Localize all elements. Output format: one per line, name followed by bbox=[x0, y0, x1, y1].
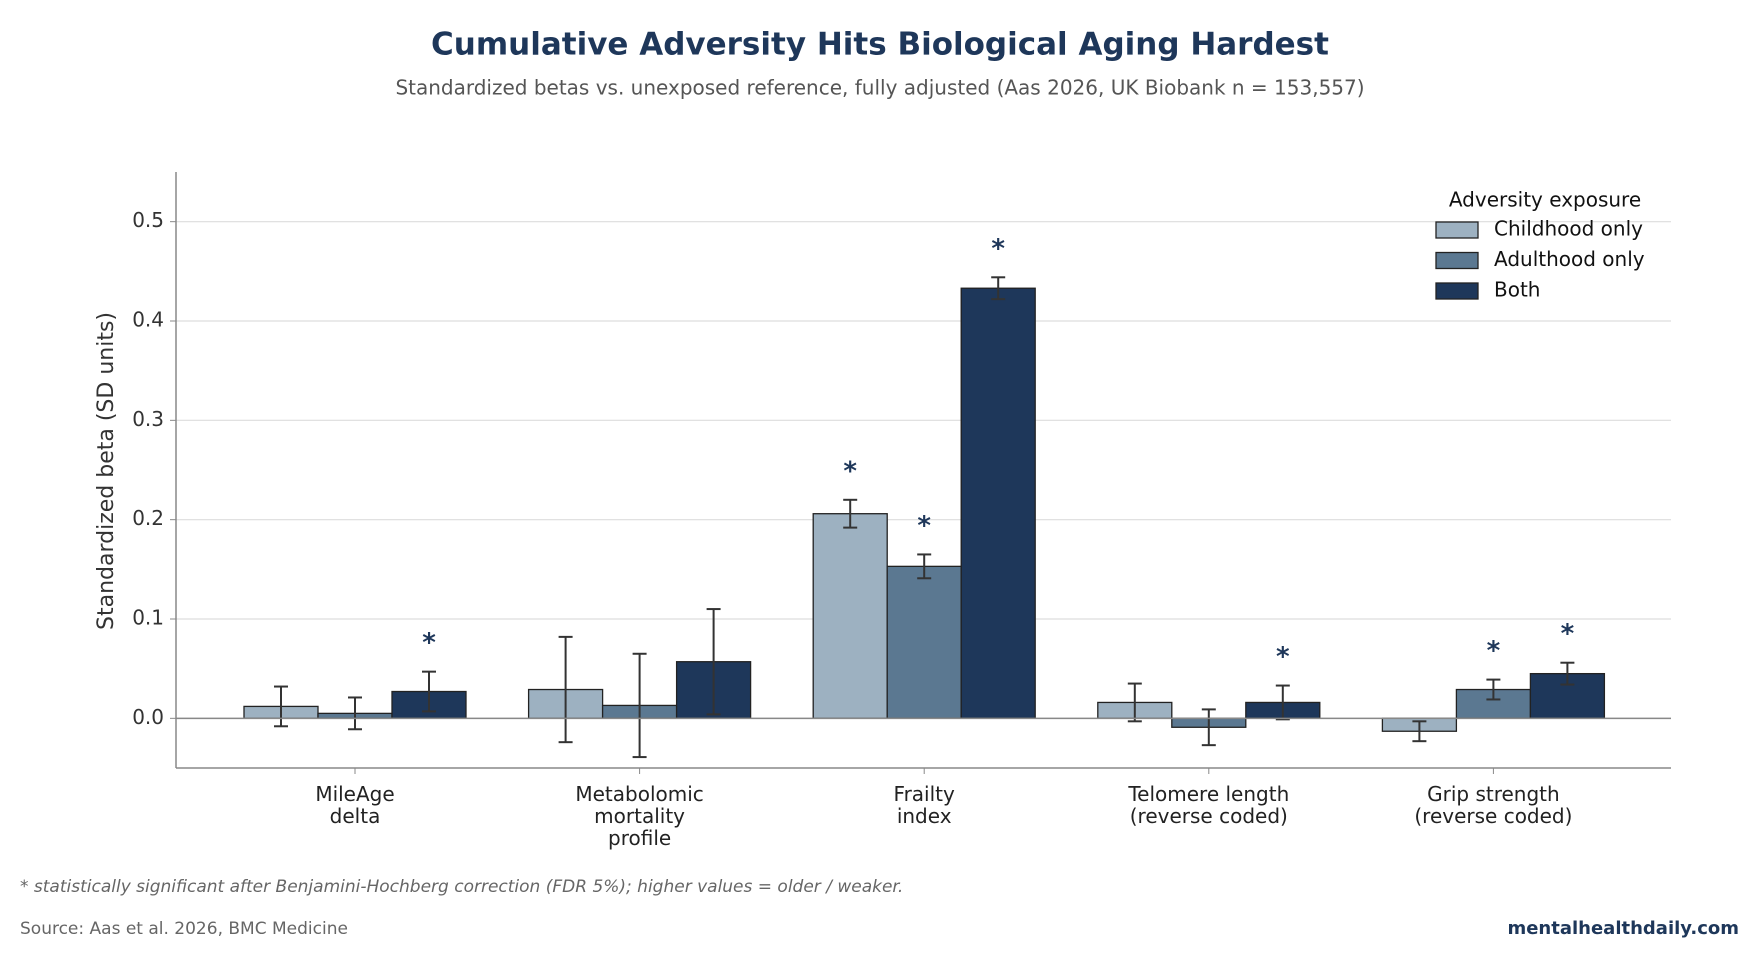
bar bbox=[812, 513, 888, 719]
y-tick-label: 0.1 bbox=[132, 606, 164, 630]
x-tick-label: Telomere length (reverse coded) bbox=[1127, 782, 1289, 828]
x-tick-label: MileAge delta bbox=[315, 782, 394, 828]
legend-title: Adversity exposure bbox=[1449, 188, 1641, 212]
legend-swatch bbox=[1435, 251, 1479, 270]
y-tick-label: 0.3 bbox=[132, 407, 164, 431]
chart-title: Cumulative Adversity Hits Biological Agi… bbox=[431, 27, 1329, 63]
y-tick-label: 0.5 bbox=[132, 208, 164, 232]
legend-swatch bbox=[1435, 221, 1479, 239]
significance-marker: * bbox=[1276, 642, 1290, 672]
legend-label: Both bbox=[1494, 278, 1540, 302]
source: Source: Aas et al. 2026, BMC Medicine bbox=[20, 919, 348, 939]
x-tick-label: Frailty index bbox=[894, 782, 955, 828]
significance-marker: * bbox=[917, 511, 931, 541]
footnote: * statistically significant after Benjam… bbox=[20, 877, 903, 897]
legend-swatch bbox=[1435, 282, 1479, 300]
bar bbox=[960, 287, 1036, 719]
x-tick-label: Metabolomic mortality profile bbox=[575, 782, 703, 850]
y-axis-label: Standardized beta (SD units) bbox=[94, 312, 119, 630]
x-tick-label: Grip strength (reverse coded) bbox=[1414, 782, 1572, 828]
brand: mentalhealthdaily.com bbox=[1507, 918, 1739, 939]
significance-marker: * bbox=[991, 234, 1005, 264]
y-tick-label: 0.4 bbox=[132, 308, 164, 332]
legend-label: Childhood only bbox=[1494, 217, 1643, 241]
significance-marker: * bbox=[1487, 636, 1501, 666]
significance-marker: * bbox=[422, 628, 436, 658]
significance-marker: * bbox=[843, 456, 857, 486]
legend-label: Adulthood only bbox=[1494, 247, 1645, 271]
bar bbox=[886, 565, 962, 719]
chart-subtitle: Standardized betas vs. unexposed referen… bbox=[395, 76, 1364, 100]
significance-marker: * bbox=[1561, 619, 1575, 649]
y-tick-label: 0.0 bbox=[132, 705, 164, 729]
y-tick-label: 0.2 bbox=[132, 506, 164, 530]
